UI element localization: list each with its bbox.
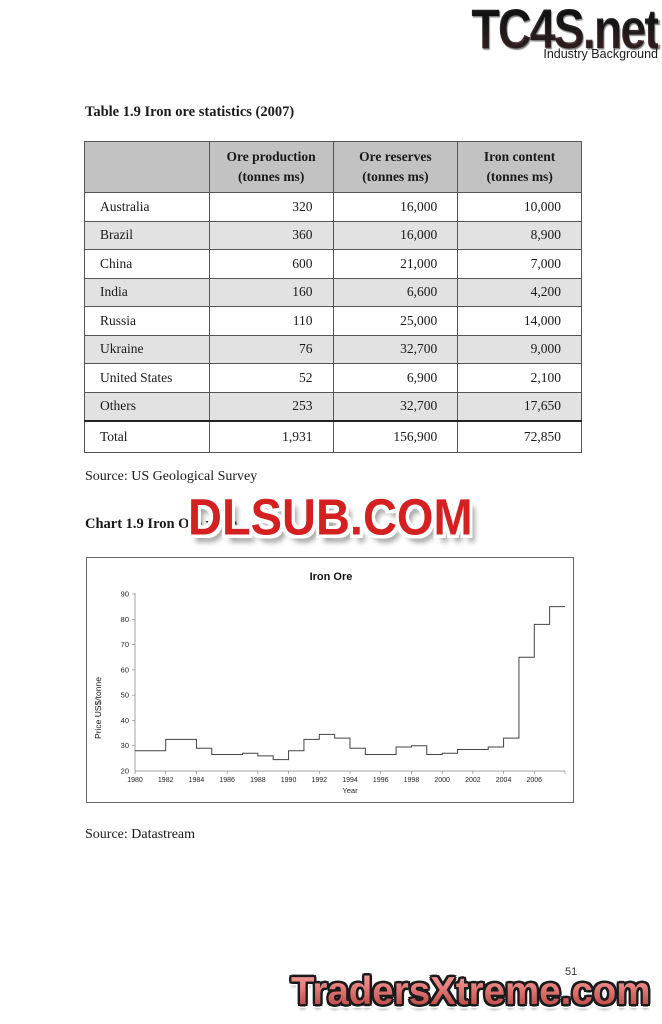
svg-text:50: 50 — [121, 691, 129, 700]
svg-text:1992: 1992 — [312, 777, 328, 784]
svg-text:20: 20 — [121, 767, 129, 776]
svg-text:1980: 1980 — [127, 777, 143, 784]
svg-text:70: 70 — [121, 640, 129, 649]
svg-text:90: 90 — [121, 590, 129, 599]
svg-text:2006: 2006 — [527, 777, 543, 784]
svg-text:30: 30 — [121, 741, 129, 750]
svg-text:2000: 2000 — [434, 777, 450, 784]
svg-text:60: 60 — [121, 665, 129, 674]
svg-text:1990: 1990 — [281, 777, 297, 784]
svg-text:2002: 2002 — [465, 777, 481, 784]
svg-text:1996: 1996 — [373, 777, 389, 784]
svg-text:1984: 1984 — [189, 777, 205, 784]
svg-text:1988: 1988 — [250, 777, 266, 784]
svg-text:1986: 1986 — [219, 777, 235, 784]
svg-text:Price US$/tonne: Price US$/tonne — [93, 677, 103, 739]
svg-text:80: 80 — [121, 615, 129, 624]
svg-text:1994: 1994 — [342, 777, 358, 784]
svg-text:1982: 1982 — [158, 777, 174, 784]
svg-text:Iron Ore: Iron Ore — [310, 571, 353, 583]
svg-text:40: 40 — [121, 716, 129, 725]
svg-text:1998: 1998 — [404, 777, 420, 784]
svg-text:2004: 2004 — [496, 777, 512, 784]
svg-text:Year: Year — [342, 786, 358, 795]
